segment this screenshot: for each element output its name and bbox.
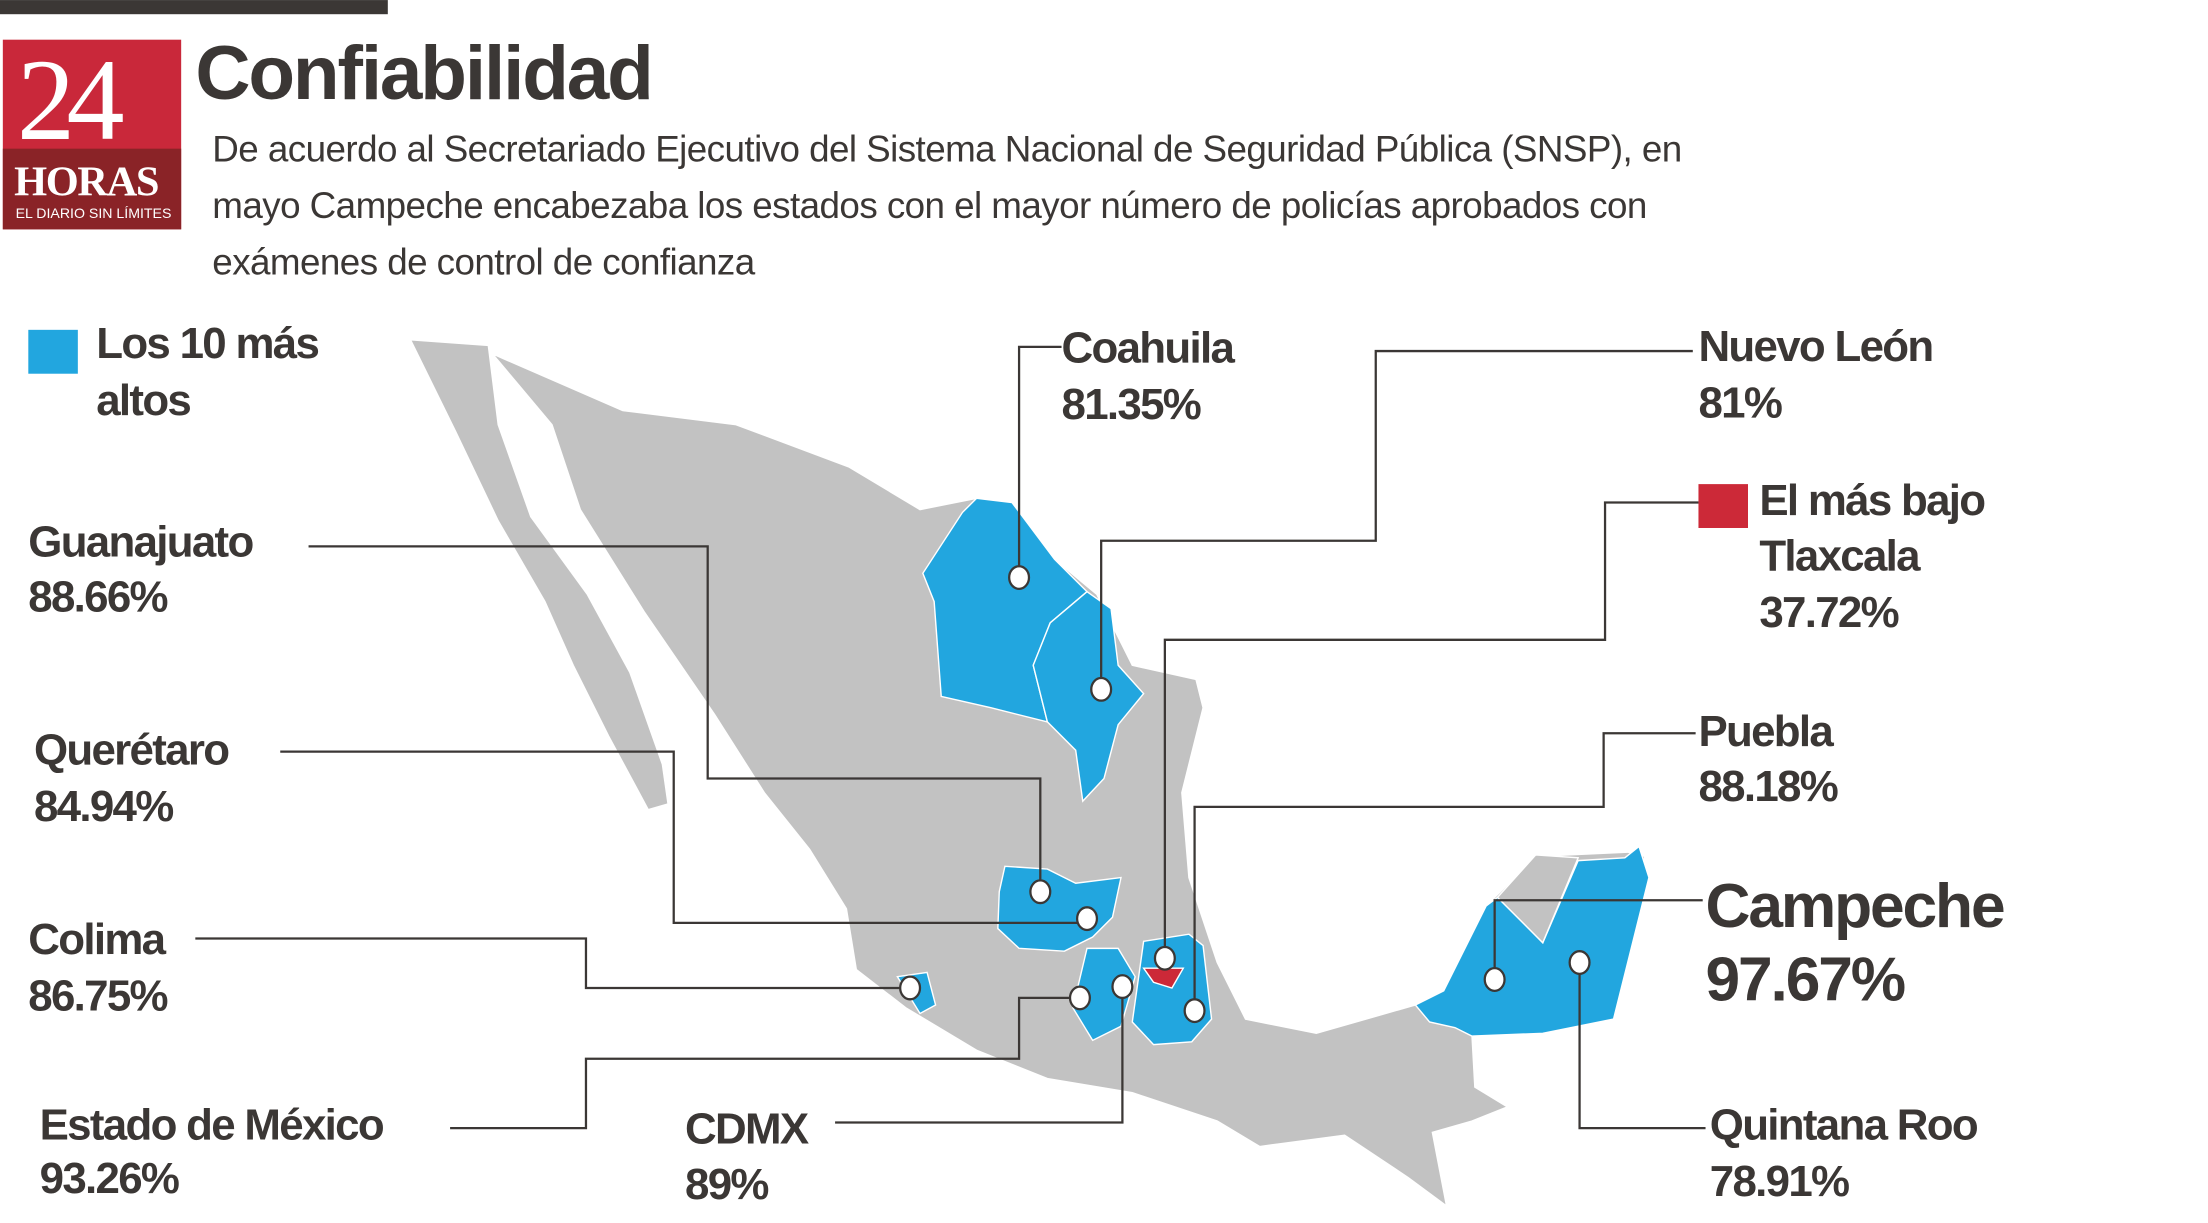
quintana-roo-value: 78.91%	[1710, 1157, 1849, 1206]
puebla-value: 88.18%	[1698, 762, 1837, 811]
state-edomex-cdmx	[1072, 947, 1136, 1042]
logo-tagline: EL DIARIO SIN LÍMITES	[16, 205, 172, 221]
legend-lowest-swatch	[1698, 484, 1748, 528]
legend-lowest-label: El más bajo	[1759, 476, 1985, 525]
logo: 24 HORAS EL DIARIO SIN LÍMITES	[2, 37, 182, 230]
description-line: mayo Campeche encabezaba los estados con…	[212, 185, 1647, 226]
campeche-value: 97.67%	[1706, 946, 1905, 1015]
legend-top10-label: Los 10 más	[96, 319, 318, 368]
guanajuato-value: 88.66%	[28, 573, 167, 622]
queretaro-value: 84.94%	[34, 782, 173, 831]
logo-number: 24	[17, 37, 124, 165]
nuevo-leon-value: 81%	[1698, 379, 1781, 428]
queretaro-name: Querétaro	[34, 725, 229, 774]
guanajuato-name: Guanajuato	[28, 517, 253, 566]
description-line: exámenes de control de confianza	[212, 242, 755, 283]
colima-name: Colima	[28, 915, 166, 964]
cdmx-name: CDMX	[685, 1105, 809, 1154]
campeche-name: Campeche	[1706, 872, 2004, 941]
state-nuevo-leon	[1032, 590, 1145, 803]
mainland	[492, 353, 1646, 1208]
puebla-name: Puebla	[1698, 707, 1834, 756]
quintana-roo-name: Quintana Roo	[1710, 1100, 1978, 1149]
nuevo-leon-name: Nuevo León	[1698, 322, 1932, 371]
cdmx-value: 89%	[685, 1160, 768, 1209]
edomex-value: 93.26%	[40, 1154, 179, 1203]
state-markers	[899, 565, 1591, 1024]
leader-lines	[195, 345, 1706, 1130]
tlaxcala-name: Tlaxcala	[1759, 531, 1921, 580]
legend-top10-label: altos	[96, 376, 190, 425]
top-bar	[0, 0, 388, 15]
coahuila-name: Coahuila	[1062, 323, 1236, 372]
logo-word: HORAS	[14, 158, 158, 205]
state-yucatan	[1496, 854, 1580, 944]
baja-california	[409, 338, 669, 811]
state-campeche-quintana-roo	[1414, 845, 1650, 1037]
edomex-name: Estado de México	[40, 1100, 384, 1149]
tlaxcala-value: 37.72%	[1759, 588, 1898, 637]
page-title: Confiabilidad	[195, 31, 651, 116]
colima-value: 86.75%	[28, 972, 167, 1021]
description-line: De acuerdo al Secretariado Ejecutivo del…	[212, 128, 1681, 169]
legend-top10-swatch	[28, 329, 78, 374]
coahuila-value: 81.35%	[1062, 380, 1201, 429]
mexico-map	[409, 338, 1650, 1208]
